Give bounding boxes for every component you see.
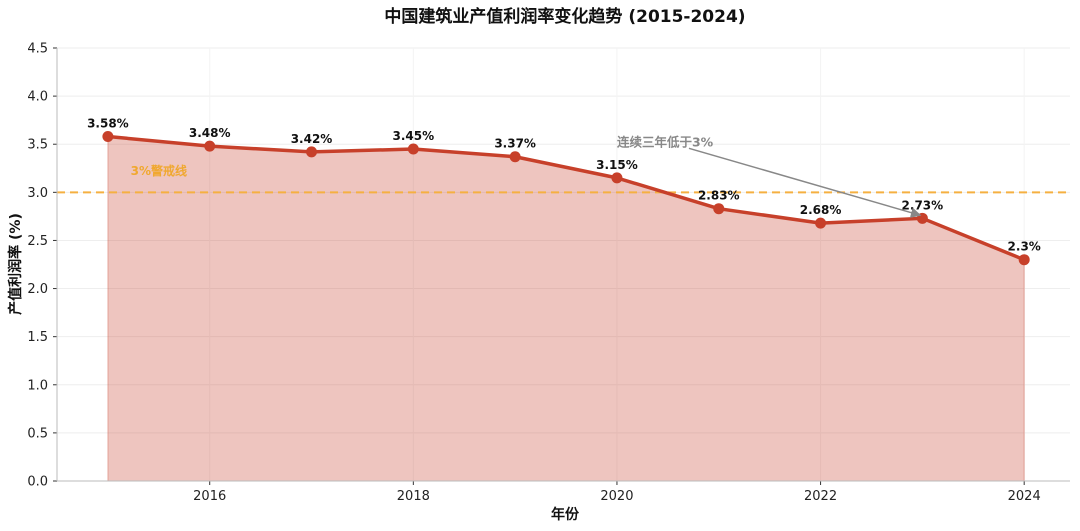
annotation-group: 连续三年低于3% xyxy=(617,134,922,218)
y-tick-label: 4.5 xyxy=(27,42,48,57)
data-label: 2.83% xyxy=(698,189,740,203)
annotation-text: 连续三年低于3% xyxy=(617,134,714,149)
data-label: 3.48% xyxy=(189,126,231,140)
series-line xyxy=(106,134,1026,262)
x-tick-label: 2018 xyxy=(397,489,430,504)
y-tick-label: 2.0 xyxy=(27,282,48,297)
grid xyxy=(57,47,1070,482)
y-tick-label: 1.0 xyxy=(27,378,48,393)
y-tick-label: 2.5 xyxy=(27,234,48,249)
data-point xyxy=(1018,254,1030,266)
data-labels: 3.58% 3.48% 3.42% 3.45% 3.37% 3.15% 2.83% 2.68%… xyxy=(87,117,1041,254)
reference-line-group: 3%警戒线 xyxy=(57,163,1070,194)
data-point xyxy=(204,140,216,152)
data-points xyxy=(102,131,1030,266)
data-point xyxy=(509,151,521,163)
y-axis-title: 产值利润率 (%) xyxy=(7,213,24,315)
data-point xyxy=(611,172,623,184)
data-label: 3.42% xyxy=(291,132,333,146)
data-label: 3.45% xyxy=(393,129,435,143)
data-label: 3.15% xyxy=(596,158,638,172)
data-label: 2.68% xyxy=(800,203,842,217)
area-fill xyxy=(107,136,1025,481)
data-point xyxy=(102,131,114,143)
data-point xyxy=(713,203,725,215)
data-label: 2.3% xyxy=(1008,240,1041,254)
data-label: 2.73% xyxy=(902,198,944,212)
x-tick-label: 2020 xyxy=(600,489,633,504)
reference-line-label: 3%警戒线 xyxy=(131,163,187,178)
x-tick-label: 2022 xyxy=(804,489,837,504)
data-point xyxy=(306,146,318,158)
data-label: 3.37% xyxy=(494,137,536,151)
y-tick-label: 0.5 xyxy=(27,426,48,441)
data-label: 3.58% xyxy=(87,117,129,131)
y-tick-label: 3.0 xyxy=(27,186,48,201)
series-line-path xyxy=(106,134,1026,262)
chart-title: 中国建筑业产值利润率变化趋势 (2015-2024) xyxy=(384,6,745,27)
series-area xyxy=(107,136,1025,481)
annotation-arrow xyxy=(688,147,922,218)
data-point xyxy=(407,143,419,155)
y-tick-label: 4.0 xyxy=(27,90,48,105)
axes: 0.0 0.5 1.0 1.5 2.0 2.5 3.0 3.5 4.0 4.5 2016 2018 20… xyxy=(27,42,1070,504)
x-tick-label: 2016 xyxy=(193,489,226,504)
data-point xyxy=(815,217,827,229)
x-tick-label: 2024 xyxy=(1008,489,1041,504)
x-axis-title: 年份 xyxy=(551,506,580,523)
y-tick-label: 0.0 xyxy=(27,475,48,490)
y-tick-label: 3.5 xyxy=(27,138,48,153)
y-tick-label: 1.5 xyxy=(27,330,48,345)
